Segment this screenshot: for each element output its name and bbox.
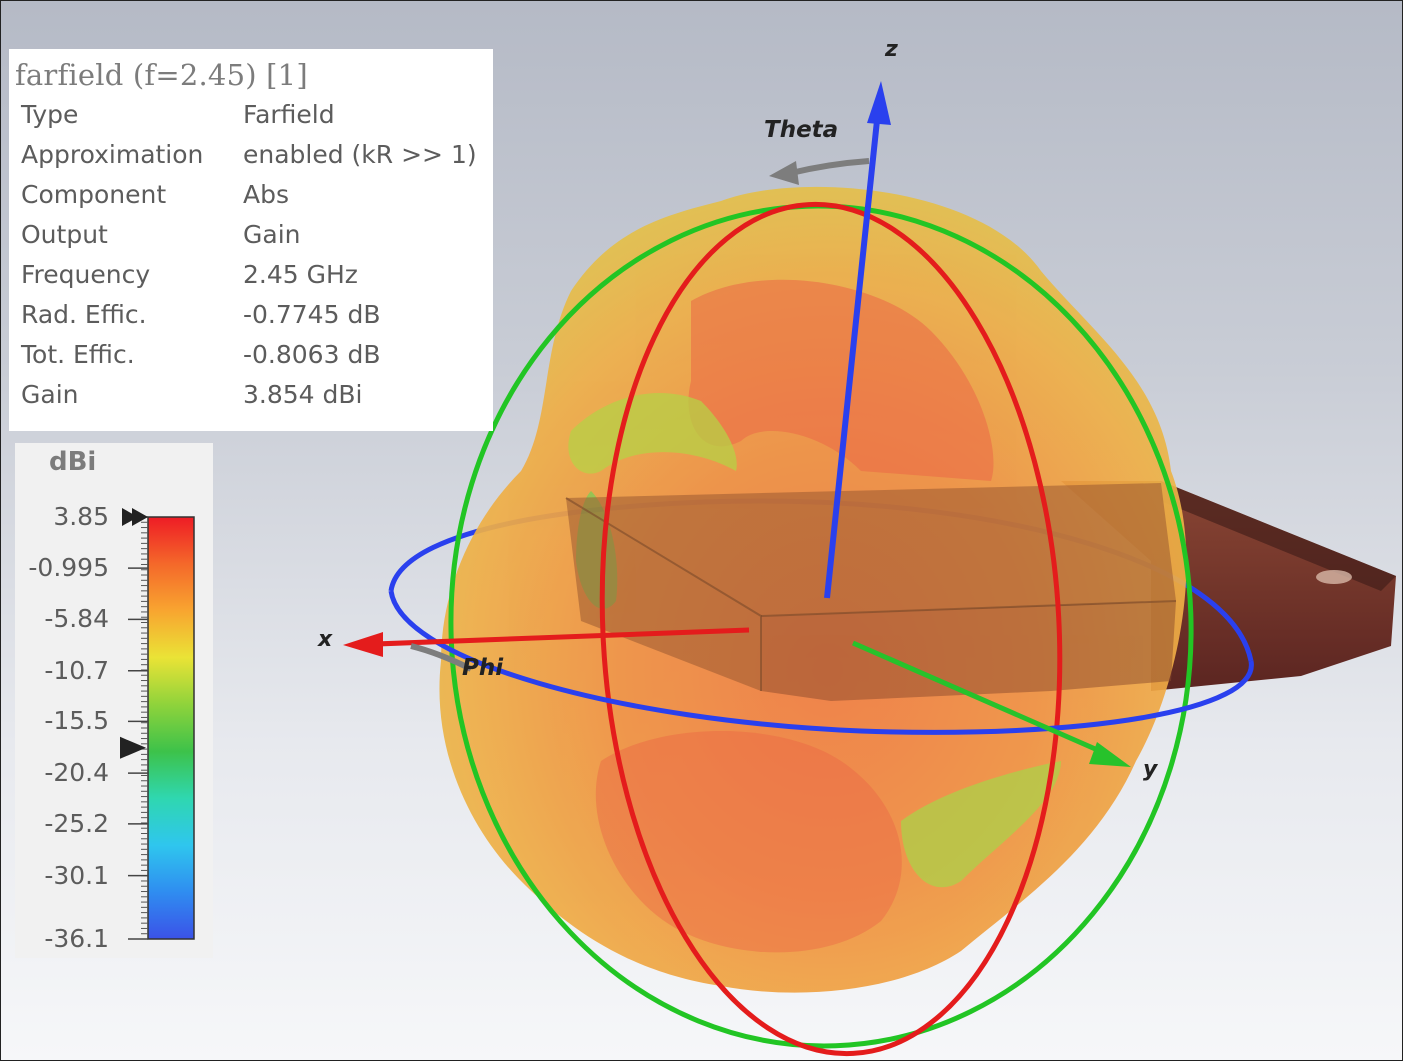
legend-tick-label: -20.4	[44, 758, 109, 788]
legend-color-bar	[120, 508, 195, 940]
red-ring	[599, 201, 1063, 1057]
info-key: Component	[21, 180, 167, 209]
info-row: Rad. Effic. -0.7745 dB	[15, 295, 493, 335]
info-value: -0.7745 dB	[243, 300, 381, 329]
legend-tick-label: -25.2	[44, 808, 109, 838]
theta-label: Theta	[764, 117, 838, 143]
z-axis-label: z	[884, 37, 898, 62]
info-key: Approximation	[21, 140, 204, 169]
info-value: -0.8063 dB	[243, 340, 381, 369]
info-key: Gain	[21, 380, 79, 409]
theta-arc	[790, 158, 870, 176]
legend-tick-label: 3.85	[53, 502, 109, 531]
farfield-info-panel: farfield (f=2.45) [1] Type Farfield Approx…	[9, 49, 493, 431]
info-key: Rad. Effic.	[21, 300, 147, 329]
z-axis-arrowhead	[867, 81, 891, 125]
info-key: Type	[21, 100, 79, 129]
y-axis-line	[851, 640, 1111, 758]
x-axis-arrowhead	[343, 632, 383, 657]
info-row: Output Gain	[15, 215, 493, 255]
farfield-title: farfield (f=2.45) [1]	[15, 58, 308, 92]
x-axis-label: x	[317, 627, 333, 652]
info-row: Approximation enabled (kR >> 1)	[15, 135, 493, 175]
legend-max-marker[interactable]	[122, 508, 148, 526]
info-value: 3.854 dBi	[243, 380, 363, 409]
x-axis-line	[375, 627, 750, 647]
phi-arc	[410, 643, 473, 672]
legend-tick-label: -30.1	[44, 860, 109, 890]
legend-tick-label: -10.7	[44, 655, 109, 685]
phi-ring-front	[388, 590, 1254, 735]
legend-tick-label: -5.84	[44, 604, 109, 634]
info-row: Frequency 2.45 GHz	[15, 255, 493, 295]
y-axis-label: y	[1143, 757, 1159, 782]
info-value: Farfield	[243, 100, 335, 129]
legend-tick-label: -0.995	[28, 553, 109, 583]
device-body	[565, 483, 1177, 701]
info-value: enabled (kR >> 1)	[243, 140, 477, 169]
info-table: Type Farfield Approximation enabled (kR >> …	[15, 95, 493, 415]
y-axis-arrowhead	[1089, 742, 1131, 767]
color-legend: dBi 3.85 -0.995 -5.84 -10.7 -15.5 -20.4 -25.2 -…	[15, 443, 213, 958]
theta-arrowhead	[769, 161, 799, 185]
info-row: Component Abs	[15, 175, 493, 215]
legend-unit: dBi	[49, 447, 97, 477]
legend-tick-label: -15.5	[44, 706, 109, 736]
legend-gradient-bar	[147, 516, 195, 940]
info-row: Type Farfield	[15, 95, 493, 135]
legend-min-marker[interactable]	[120, 736, 146, 759]
legend-tick-label: -36.1	[44, 924, 109, 953]
info-key: Output	[21, 220, 108, 249]
info-value: Gain	[243, 220, 301, 249]
z-axis-line	[824, 110, 881, 599]
info-key: Frequency	[21, 260, 151, 289]
info-value: Abs	[243, 180, 289, 209]
phi-label: Phi	[462, 655, 504, 681]
info-key: Tot. Effic.	[21, 340, 135, 369]
info-row: Tot. Effic. -0.8063 dB	[15, 335, 493, 375]
info-row: Gain 3.854 dBi	[15, 375, 493, 415]
info-value: 2.45 GHz	[243, 260, 358, 289]
